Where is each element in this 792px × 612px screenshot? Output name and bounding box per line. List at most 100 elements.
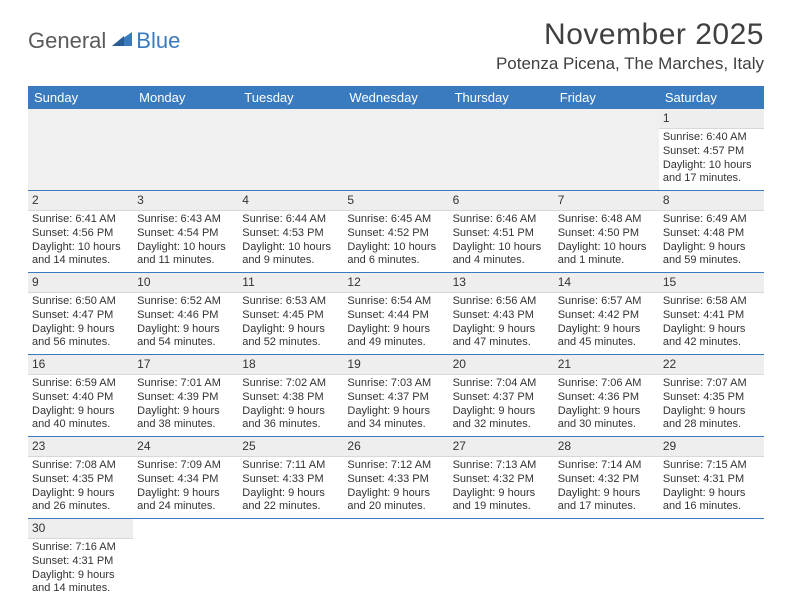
sunset-line: Sunset: 4:45 PM [242,309,339,323]
sunrise-line: Sunrise: 7:16 AM [32,541,129,555]
day-number: 22 [659,355,764,375]
day-cell: 25Sunrise: 7:11 AMSunset: 4:33 PMDayligh… [238,437,343,518]
sunrise-line: Sunrise: 6:41 AM [32,213,129,227]
day-body: Sunrise: 6:52 AMSunset: 4:46 PMDaylight:… [133,293,238,354]
sunset-line: Sunset: 4:48 PM [663,227,760,241]
day-number: 27 [449,437,554,457]
sunrise-line: Sunrise: 7:11 AM [242,459,339,473]
day-body: Sunrise: 7:04 AMSunset: 4:37 PMDaylight:… [449,375,554,436]
day-body: Sunrise: 6:46 AMSunset: 4:51 PMDaylight:… [449,211,554,272]
daylight-line: Daylight: 9 hours and 59 minutes. [663,241,760,269]
day-body: Sunrise: 6:58 AMSunset: 4:41 PMDaylight:… [659,293,764,354]
daylight-line: Daylight: 9 hours and 22 minutes. [242,487,339,515]
sunrise-line: Sunrise: 6:44 AM [242,213,339,227]
location: Potenza Picena, The Marches, Italy [496,54,764,74]
day-number: 16 [28,355,133,375]
sunset-line: Sunset: 4:37 PM [453,391,550,405]
day-cell: 30Sunrise: 7:16 AMSunset: 4:31 PMDayligh… [28,519,133,600]
day-cell: 17Sunrise: 7:01 AMSunset: 4:39 PMDayligh… [133,355,238,436]
sunset-line: Sunset: 4:53 PM [242,227,339,241]
day-number: 6 [449,191,554,211]
sunset-line: Sunset: 4:44 PM [347,309,444,323]
day-number: 24 [133,437,238,457]
sunrise-line: Sunrise: 6:52 AM [137,295,234,309]
month-title: November 2025 [496,18,764,52]
day-body: Sunrise: 7:11 AMSunset: 4:33 PMDaylight:… [238,457,343,518]
day-body: Sunrise: 7:09 AMSunset: 4:34 PMDaylight:… [133,457,238,518]
daylight-line: Daylight: 9 hours and 52 minutes. [242,323,339,351]
daylight-line: Daylight: 9 hours and 19 minutes. [453,487,550,515]
daylight-line: Daylight: 10 hours and 14 minutes. [32,241,129,269]
empty-cell [238,109,343,190]
day-number: 7 [554,191,659,211]
sunset-line: Sunset: 4:32 PM [453,473,550,487]
day-number: 18 [238,355,343,375]
day-number: 28 [554,437,659,457]
sunset-line: Sunset: 4:43 PM [453,309,550,323]
calendar: SundayMondayTuesdayWednesdayThursdayFrid… [28,86,764,600]
day-number: 5 [343,191,448,211]
sunset-line: Sunset: 4:56 PM [32,227,129,241]
day-number: 1 [659,109,764,129]
logo-word-1: General [28,28,106,54]
day-cell: 15Sunrise: 6:58 AMSunset: 4:41 PMDayligh… [659,273,764,354]
daylight-line: Daylight: 9 hours and 20 minutes. [347,487,444,515]
day-cell: 10Sunrise: 6:52 AMSunset: 4:46 PMDayligh… [133,273,238,354]
day-cell: 12Sunrise: 6:54 AMSunset: 4:44 PMDayligh… [343,273,448,354]
week-row: 16Sunrise: 6:59 AMSunset: 4:40 PMDayligh… [28,355,764,437]
day-body: Sunrise: 6:57 AMSunset: 4:42 PMDaylight:… [554,293,659,354]
day-cell: 14Sunrise: 6:57 AMSunset: 4:42 PMDayligh… [554,273,659,354]
sunrise-line: Sunrise: 7:15 AM [663,459,760,473]
sunset-line: Sunset: 4:36 PM [558,391,655,405]
sunrise-line: Sunrise: 7:09 AM [137,459,234,473]
day-header: Wednesday [343,86,448,109]
daylight-line: Daylight: 9 hours and 36 minutes. [242,405,339,433]
logo-word-2: Blue [136,28,180,54]
sunrise-line: Sunrise: 7:06 AM [558,377,655,391]
day-body: Sunrise: 6:53 AMSunset: 4:45 PMDaylight:… [238,293,343,354]
week-row: 2Sunrise: 6:41 AMSunset: 4:56 PMDaylight… [28,191,764,273]
day-body: Sunrise: 6:40 AMSunset: 4:57 PMDaylight:… [659,129,764,190]
day-cell: 19Sunrise: 7:03 AMSunset: 4:37 PMDayligh… [343,355,448,436]
day-body: Sunrise: 7:02 AMSunset: 4:38 PMDaylight:… [238,375,343,436]
sunrise-line: Sunrise: 6:54 AM [347,295,444,309]
day-header: Thursday [449,86,554,109]
sunset-line: Sunset: 4:51 PM [453,227,550,241]
day-number: 14 [554,273,659,293]
day-number: 3 [133,191,238,211]
day-body: Sunrise: 6:54 AMSunset: 4:44 PMDaylight:… [343,293,448,354]
day-body: Sunrise: 6:56 AMSunset: 4:43 PMDaylight:… [449,293,554,354]
week-row: 30Sunrise: 7:16 AMSunset: 4:31 PMDayligh… [28,519,764,600]
day-body: Sunrise: 7:03 AMSunset: 4:37 PMDaylight:… [343,375,448,436]
sunset-line: Sunset: 4:31 PM [32,555,129,569]
daylight-line: Daylight: 9 hours and 49 minutes. [347,323,444,351]
day-number: 17 [133,355,238,375]
daylight-line: Daylight: 10 hours and 17 minutes. [663,159,760,187]
day-cell: 7Sunrise: 6:48 AMSunset: 4:50 PMDaylight… [554,191,659,272]
daylight-line: Daylight: 10 hours and 9 minutes. [242,241,339,269]
day-cell: 5Sunrise: 6:45 AMSunset: 4:52 PMDaylight… [343,191,448,272]
sunset-line: Sunset: 4:38 PM [242,391,339,405]
empty-cell [449,109,554,190]
daylight-line: Daylight: 9 hours and 34 minutes. [347,405,444,433]
sunset-line: Sunset: 4:33 PM [347,473,444,487]
sunset-line: Sunset: 4:37 PM [347,391,444,405]
sunset-line: Sunset: 4:33 PM [242,473,339,487]
sunset-line: Sunset: 4:52 PM [347,227,444,241]
daylight-line: Daylight: 9 hours and 24 minutes. [137,487,234,515]
day-cell: 27Sunrise: 7:13 AMSunset: 4:32 PMDayligh… [449,437,554,518]
day-cell: 20Sunrise: 7:04 AMSunset: 4:37 PMDayligh… [449,355,554,436]
daylight-line: Daylight: 9 hours and 30 minutes. [558,405,655,433]
day-number: 4 [238,191,343,211]
day-body: Sunrise: 6:41 AMSunset: 4:56 PMDaylight:… [28,211,133,272]
empty-cell [659,519,764,600]
empty-cell [238,519,343,600]
day-body: Sunrise: 7:06 AMSunset: 4:36 PMDaylight:… [554,375,659,436]
title-block: November 2025 Potenza Picena, The Marche… [496,18,764,74]
day-body: Sunrise: 6:45 AMSunset: 4:52 PMDaylight:… [343,211,448,272]
sunrise-line: Sunrise: 6:46 AM [453,213,550,227]
logo-sail-icon [110,28,134,48]
sunrise-line: Sunrise: 6:40 AM [663,131,760,145]
sunrise-line: Sunrise: 7:14 AM [558,459,655,473]
day-header: Sunday [28,86,133,109]
